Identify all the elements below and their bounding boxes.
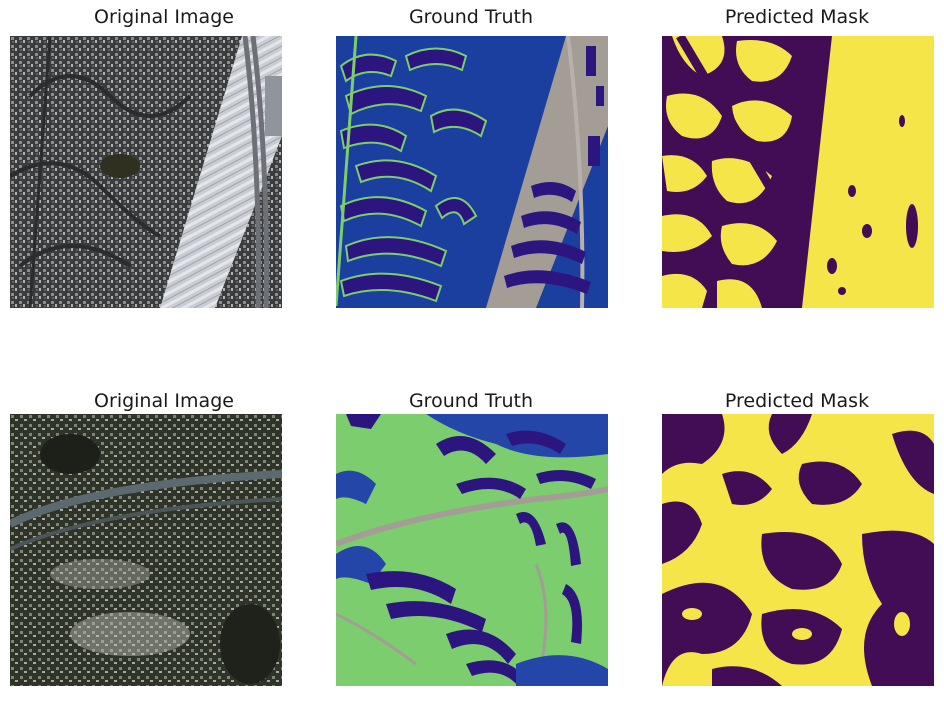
original-image-2 [10, 414, 282, 686]
panel-title: Ground Truth [408, 6, 534, 28]
panel-title: Ground Truth [408, 390, 534, 412]
panel-title: Predicted Mask [724, 6, 870, 28]
panel-title: Original Image [94, 390, 234, 412]
ground-truth-2 [336, 414, 608, 686]
ground-truth-1 [336, 36, 608, 308]
panel-title: Predicted Mask [724, 390, 870, 412]
original-image-1 [10, 36, 282, 308]
panel-title: Original Image [94, 6, 234, 28]
predicted-mask-1 [662, 36, 934, 308]
predicted-mask-2 [662, 414, 934, 686]
